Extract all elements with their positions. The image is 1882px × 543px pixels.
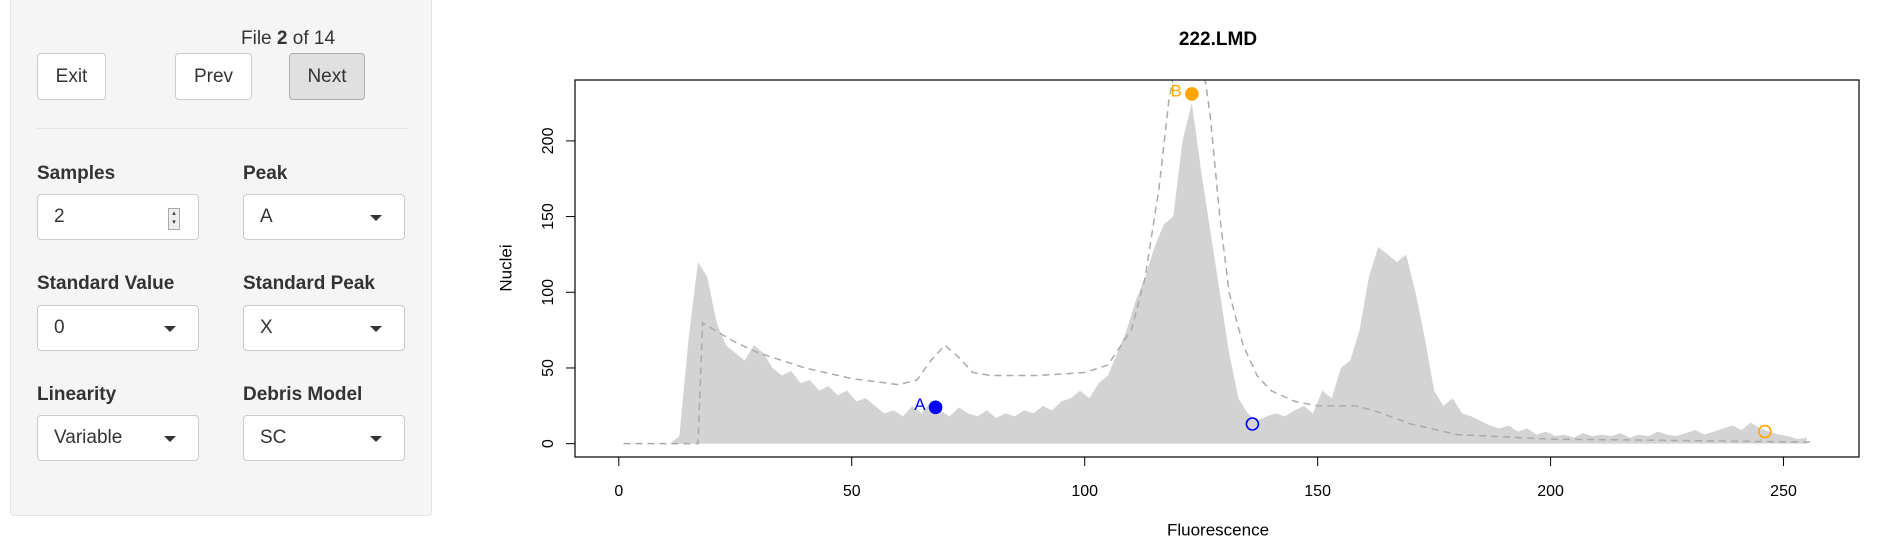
field-label: Samples — [37, 163, 116, 184]
chart-title: 222.LMD — [1179, 29, 1257, 50]
peak-label: A — [914, 395, 926, 414]
select-input[interactable]: X — [243, 305, 405, 351]
x-tick-label: 100 — [1071, 483, 1098, 500]
caret — [164, 436, 176, 442]
file-prefix: File — [241, 28, 272, 49]
field-label: Standard Value — [37, 273, 175, 294]
x-axis-label: Fluorescence — [1167, 520, 1269, 539]
divider — [37, 128, 408, 129]
next-button[interactable]: Next — [289, 53, 365, 100]
field-value: 2 — [54, 206, 65, 227]
file-separator: of — [292, 28, 309, 49]
field-value: SC — [260, 427, 287, 448]
y-tick-label: 150 — [540, 203, 557, 230]
field-value: Variable — [54, 427, 123, 448]
caret — [370, 326, 382, 332]
select-input[interactable]: 0 — [37, 305, 199, 351]
file-current: 2 — [276, 28, 288, 49]
field-value: X — [260, 317, 273, 338]
y-tick-label: 0 — [540, 439, 557, 448]
plot-frame — [574, 79, 1860, 458]
x-tick-label: 200 — [1537, 483, 1564, 500]
peak-point — [1245, 417, 1260, 431]
y-tick-label: 100 — [540, 279, 557, 306]
x-tick-label: 50 — [843, 483, 861, 500]
y-axis-label: Nuclei — [496, 244, 515, 291]
field-value: A — [260, 206, 273, 227]
field-value: 0 — [54, 317, 65, 338]
sidebar-panel: File 2 of 14 Exit Prev Next Samples 2 ▴ ▾… — [10, 0, 432, 516]
x-tick-label: 150 — [1304, 483, 1331, 500]
model-line — [623, 80, 1812, 445]
peak-point — [928, 400, 943, 415]
numeric-input[interactable]: 2 ▴ ▾ — [37, 194, 199, 240]
field-label: Standard Peak — [243, 273, 375, 294]
field-label: Debris Model — [243, 384, 363, 405]
file-total: 14 — [313, 28, 336, 49]
caret — [370, 436, 382, 442]
field-label: Linearity — [37, 384, 117, 405]
file-counter: File 2 of 14 — [241, 28, 335, 50]
y-tick-label: 50 — [540, 359, 557, 377]
x-tick-label: 0 — [614, 483, 623, 500]
select-input[interactable]: SC — [243, 415, 405, 461]
caret — [370, 215, 382, 221]
peak-label: B — [1170, 81, 1181, 100]
x-tick-label: 250 — [1770, 483, 1797, 500]
caret — [164, 326, 176, 332]
histogram-area — [623, 103, 1807, 444]
prev-button[interactable]: Prev — [175, 53, 252, 100]
y-tick-label: 200 — [540, 127, 557, 154]
plot-area — [623, 80, 1812, 445]
select-input[interactable]: A — [243, 194, 405, 240]
exit-button[interactable]: Exit — [37, 53, 106, 100]
peak-point — [1758, 424, 1772, 439]
peak-point — [1185, 87, 1199, 101]
field-label: Peak — [243, 163, 288, 184]
spinner[interactable]: ▴ ▾ — [168, 208, 180, 230]
select-input[interactable]: Variable — [37, 415, 199, 461]
